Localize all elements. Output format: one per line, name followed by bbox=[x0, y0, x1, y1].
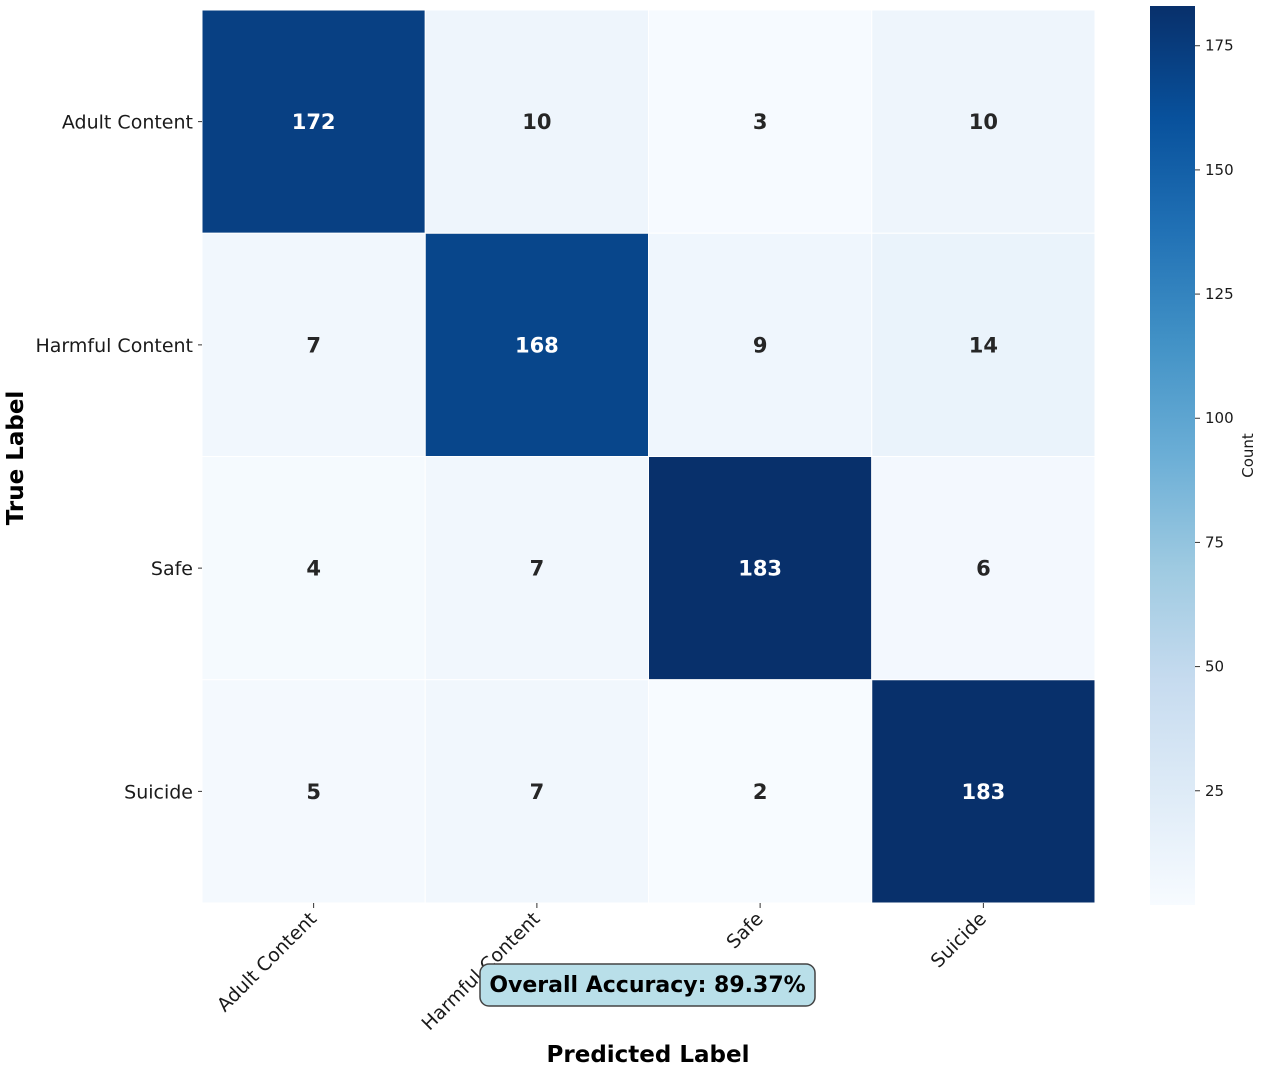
cell-value-label: 9 bbox=[753, 333, 768, 357]
cell-value-label: 10 bbox=[522, 110, 551, 134]
accuracy-annotation: Overall Accuracy: 89.37% bbox=[479, 963, 816, 1007]
heatmap-cell bbox=[424, 9, 649, 234]
cell-value-label: 14 bbox=[969, 333, 998, 357]
accuracy-box bbox=[479, 963, 816, 1007]
cell-value-label: 4 bbox=[306, 557, 321, 581]
x-tick-label: Adult Content bbox=[213, 908, 321, 1016]
cell-value-label: 10 bbox=[969, 110, 998, 134]
accuracy-text: Overall Accuracy: 89.37% bbox=[489, 973, 805, 998]
x-tick-label: Safe bbox=[722, 908, 767, 953]
cell-value-label: 7 bbox=[530, 780, 545, 804]
heatmap-cell bbox=[871, 9, 1096, 234]
x-axis-title: Predicted Label bbox=[547, 1042, 750, 1068]
x-tick-label: Suicide bbox=[927, 908, 991, 972]
colorbar-tick-label: 125 bbox=[1205, 285, 1234, 303]
cell-value-label: 7 bbox=[306, 333, 321, 357]
heatmap-cell bbox=[201, 232, 426, 457]
heatmap-cell bbox=[871, 456, 1096, 681]
heatmap-cell bbox=[424, 679, 649, 904]
y-tick-label: Suicide bbox=[124, 781, 193, 803]
heatmap-cell bbox=[871, 232, 1096, 457]
cell-value-label: 183 bbox=[961, 780, 1005, 804]
heatmap-cell bbox=[648, 232, 873, 457]
heatmap-cell bbox=[648, 679, 873, 904]
heatmap-cell bbox=[201, 679, 426, 904]
colorbar-tick-label: 150 bbox=[1205, 161, 1234, 179]
heatmap-cell bbox=[424, 456, 649, 681]
heatmap-cell bbox=[648, 9, 873, 234]
cell-value-label: 183 bbox=[738, 557, 782, 581]
heatmap-cell bbox=[201, 9, 426, 234]
colorbar-tick-label: 75 bbox=[1205, 533, 1224, 551]
y-axis-title: True Label bbox=[3, 391, 29, 526]
colorbar: 25 50 75 100 125 150 175 Count bbox=[1150, 6, 1257, 905]
y-tick-label: Adult Content bbox=[62, 112, 193, 134]
colorbar-title: Count bbox=[1239, 433, 1257, 478]
heatmap-cell bbox=[871, 679, 1096, 904]
cell-value-label: 7 bbox=[530, 557, 545, 581]
y-tick-label: Safe bbox=[151, 558, 193, 580]
colorbar-tick-label: 175 bbox=[1205, 37, 1234, 55]
cell-value-label: 5 bbox=[306, 780, 321, 804]
heatmap-cells: 172 10 3 10 7 168 9 14 4 7 183 6 5 7 2 183 bbox=[201, 9, 1096, 904]
colorbar-tick-label: 50 bbox=[1205, 658, 1224, 676]
cell-value-label: 172 bbox=[292, 110, 336, 134]
cell-value-label: 6 bbox=[976, 557, 991, 581]
colorbar-tick-label: 25 bbox=[1205, 782, 1224, 800]
y-tick-label: Harmful Content bbox=[35, 335, 193, 357]
colorbar-gradient bbox=[1150, 6, 1195, 905]
colorbar-tick-label: 100 bbox=[1205, 409, 1234, 427]
heatmap-cell bbox=[424, 232, 649, 457]
cell-value-label: 2 bbox=[753, 780, 768, 804]
cell-value-label: 168 bbox=[515, 333, 559, 357]
cell-value-label: 3 bbox=[753, 110, 768, 134]
